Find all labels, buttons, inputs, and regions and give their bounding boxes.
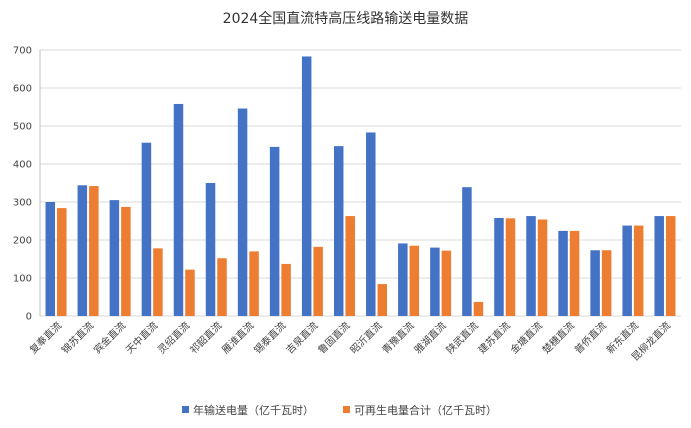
x-tick-label: 建苏直流 xyxy=(475,319,512,356)
y-tick-label: 700 xyxy=(13,46,32,57)
bar-transmission xyxy=(301,56,312,317)
bar-renewable xyxy=(217,258,227,316)
bar-transmission xyxy=(398,243,408,316)
bar-renewable xyxy=(345,216,355,316)
bar-transmission xyxy=(526,216,536,316)
y-tick-label: 200 xyxy=(13,236,32,247)
y-tick-label: 0 xyxy=(26,312,32,323)
x-tick-label: 青豫直流 xyxy=(379,319,416,356)
bar-transmission xyxy=(77,185,88,316)
bar-transmission xyxy=(558,230,568,316)
x-tick-label: 普侨直流 xyxy=(572,319,609,356)
bar-renewable xyxy=(121,206,131,316)
bar-renewable xyxy=(505,218,516,316)
bar-renewable xyxy=(633,225,644,316)
bar-renewable xyxy=(665,216,676,316)
legend-label: 可再生电量合计（亿千瓦时） xyxy=(354,403,497,417)
bar-transmission xyxy=(654,216,664,316)
x-tick-label: 天中直流 xyxy=(123,319,160,356)
bar-renewable xyxy=(89,186,99,316)
bar-transmission xyxy=(173,103,184,317)
legend-swatch xyxy=(343,406,350,413)
chart-title: 2024全国直流特高压线路输送电量数据 xyxy=(222,11,469,27)
bar-renewable xyxy=(569,230,580,316)
x-tick-label: 吉泉直流 xyxy=(283,319,320,356)
x-tick-label: 鲁固直流 xyxy=(315,319,352,356)
bar-renewable xyxy=(313,246,323,316)
bar-transmission xyxy=(590,250,600,316)
bar-transmission xyxy=(622,225,632,316)
y-tick-label: 300 xyxy=(13,198,32,209)
x-tick-label: 雁淮直流 xyxy=(219,319,256,356)
bar-renewable xyxy=(601,250,612,316)
bar-transmission xyxy=(237,108,248,317)
x-tick-label: 复奉直流 xyxy=(27,319,64,356)
x-tick-label: 昭沂直流 xyxy=(347,319,384,356)
x-tick-label: 宾金直流 xyxy=(91,319,128,356)
bar-renewable xyxy=(185,269,195,316)
x-tick-label: 灵绍直流 xyxy=(155,319,192,356)
y-tick-label: 100 xyxy=(13,274,32,285)
x-tick-label: 锡泰直流 xyxy=(251,319,288,356)
legend-swatch xyxy=(182,406,189,413)
x-tick-label: 楚穗直流 xyxy=(539,319,576,356)
bar-transmission xyxy=(366,132,376,316)
x-tick-label: 陕武直流 xyxy=(443,319,480,356)
bar-renewable xyxy=(153,248,163,316)
y-tick-label: 400 xyxy=(13,160,32,171)
x-tick-label: 雅湖直流 xyxy=(411,319,448,356)
bar-transmission xyxy=(462,187,472,316)
bar-transmission xyxy=(333,146,344,316)
bar-renewable xyxy=(473,301,484,316)
bar-renewable xyxy=(377,284,388,316)
bar-renewable xyxy=(249,251,259,316)
bar-transmission xyxy=(430,247,440,316)
bar-renewable xyxy=(57,208,67,316)
x-tick-label: 祁韶直流 xyxy=(187,319,224,356)
bar-transmission xyxy=(45,202,56,316)
legend-label: 年输送电量（亿千瓦时） xyxy=(193,403,314,417)
bar-transmission xyxy=(494,217,504,316)
bar-transmission xyxy=(109,200,120,316)
bar-renewable xyxy=(441,250,452,316)
y-tick-label: 500 xyxy=(13,122,32,133)
x-tick-label: 金塘直流 xyxy=(507,319,544,356)
bar-renewable xyxy=(281,263,291,316)
bar-transmission xyxy=(205,183,216,316)
x-tick-label: 锦苏直流 xyxy=(59,319,96,356)
bar-renewable xyxy=(537,219,548,316)
bar-transmission xyxy=(269,146,280,316)
bar-renewable xyxy=(409,245,420,316)
bar-transmission xyxy=(141,142,152,316)
y-tick-label: 600 xyxy=(13,84,32,95)
